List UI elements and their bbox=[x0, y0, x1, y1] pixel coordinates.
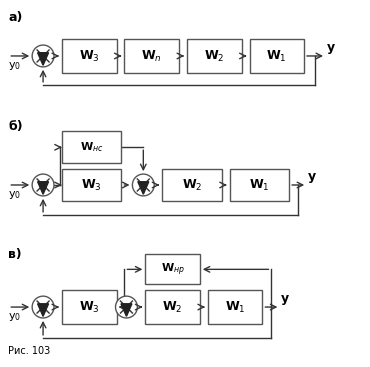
Circle shape bbox=[32, 45, 54, 67]
Polygon shape bbox=[38, 53, 48, 65]
Bar bbox=[62, 169, 121, 201]
Bar bbox=[145, 254, 200, 284]
Bar bbox=[62, 131, 121, 163]
Text: W$_3$: W$_3$ bbox=[79, 299, 100, 315]
Bar bbox=[62, 39, 117, 73]
Bar bbox=[62, 290, 117, 324]
Text: y: y bbox=[308, 170, 316, 183]
Text: W$_1$: W$_1$ bbox=[249, 177, 270, 193]
Circle shape bbox=[132, 174, 154, 196]
Bar bbox=[145, 290, 200, 324]
Bar bbox=[230, 169, 289, 201]
Polygon shape bbox=[138, 182, 149, 194]
Text: а): а) bbox=[9, 11, 23, 24]
Text: W$_1$: W$_1$ bbox=[266, 48, 287, 63]
Bar bbox=[187, 39, 242, 73]
Circle shape bbox=[32, 174, 54, 196]
Text: W$_1$: W$_1$ bbox=[225, 299, 245, 315]
Text: б): б) bbox=[9, 120, 23, 134]
Text: W$_3$: W$_3$ bbox=[81, 177, 102, 193]
Text: y: y bbox=[281, 292, 289, 305]
Text: W$_n$: W$_n$ bbox=[141, 48, 162, 63]
Circle shape bbox=[115, 296, 137, 318]
Text: W$_{нр}$: W$_{нр}$ bbox=[161, 261, 185, 277]
Polygon shape bbox=[38, 304, 48, 316]
Text: Рис. 103: Рис. 103 bbox=[9, 346, 51, 356]
Polygon shape bbox=[38, 182, 48, 194]
Circle shape bbox=[32, 296, 54, 318]
Bar bbox=[162, 169, 222, 201]
Text: в): в) bbox=[9, 247, 22, 261]
Polygon shape bbox=[121, 304, 132, 316]
Bar bbox=[124, 39, 179, 73]
Text: y$_0$: y$_0$ bbox=[9, 60, 21, 72]
Text: y$_0$: y$_0$ bbox=[9, 189, 21, 201]
Text: W$_2$: W$_2$ bbox=[204, 48, 225, 63]
Text: W$_2$: W$_2$ bbox=[182, 177, 202, 193]
Bar bbox=[249, 39, 304, 73]
Text: W$_{нс}$: W$_{нс}$ bbox=[80, 140, 104, 154]
Text: y$_0$: y$_0$ bbox=[9, 311, 21, 323]
Bar bbox=[208, 290, 262, 324]
Text: y: y bbox=[327, 41, 335, 54]
Text: W$_2$: W$_2$ bbox=[162, 299, 183, 315]
Text: W$_3$: W$_3$ bbox=[79, 48, 100, 63]
